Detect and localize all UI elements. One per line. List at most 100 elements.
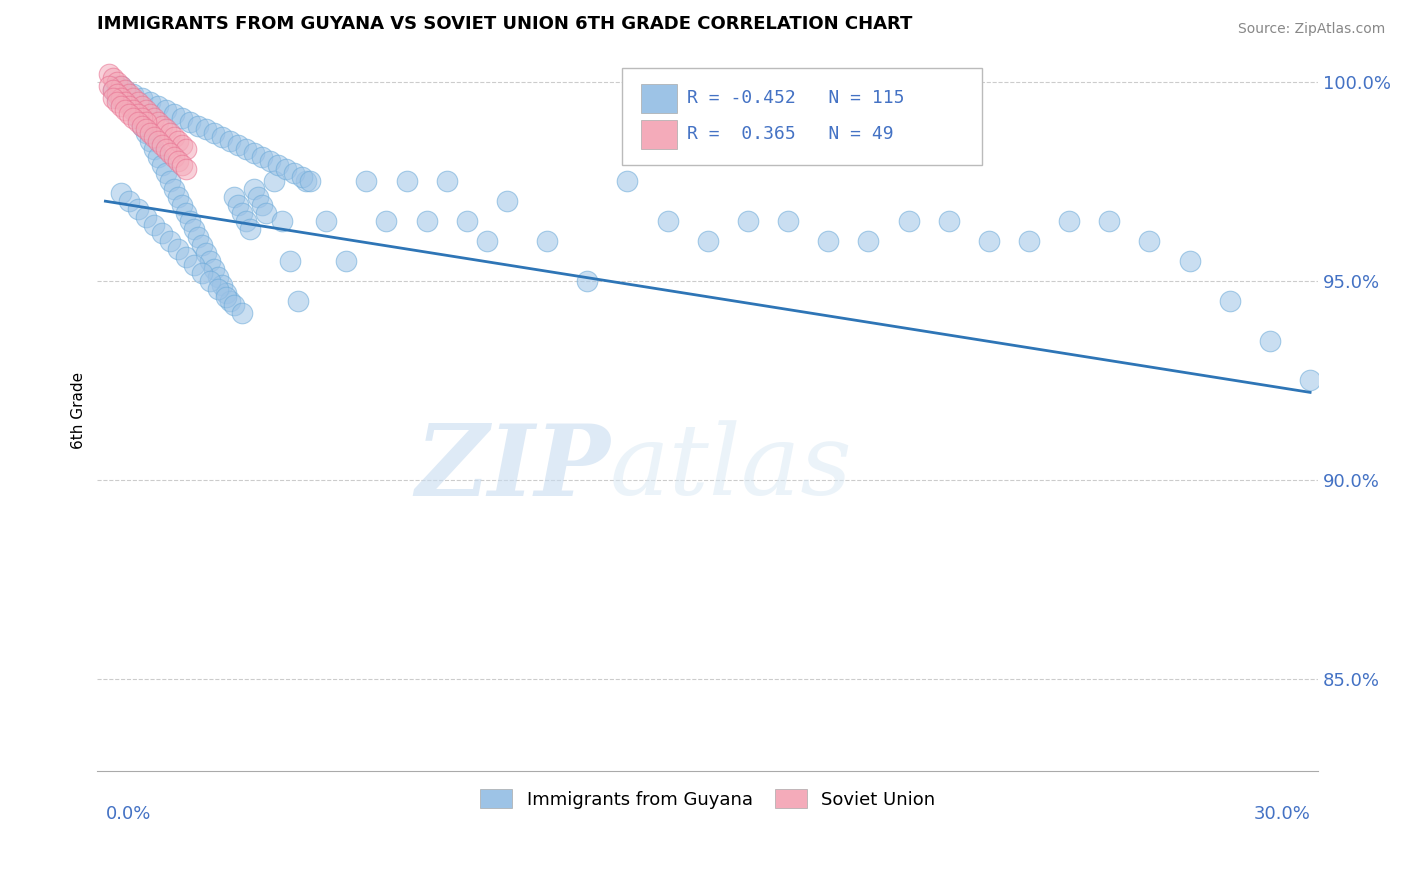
Point [166,242,188,256]
Point [159,127,181,141]
Point [858,234,880,248]
Text: R =  0.365   N = 49: R = 0.365 N = 49 [688,125,894,144]
Point [142,142,165,156]
Point [1139,234,1161,248]
Point [616,174,638,188]
Point [1219,293,1241,308]
Point [122,87,145,101]
Point [118,95,141,109]
Point [207,269,229,284]
Point [395,174,418,188]
Point [127,114,149,128]
Point [536,234,558,248]
Point [138,127,160,141]
Point [122,90,145,104]
Point [107,90,129,104]
Point [110,78,132,93]
Point [231,206,253,220]
Point [166,190,188,204]
Point [231,306,253,320]
Point [239,222,262,236]
Point [135,210,157,224]
Point [110,98,132,112]
Point [174,142,197,156]
Point [299,174,322,188]
Point [146,114,169,128]
Text: 0.0%: 0.0% [105,805,150,823]
Point [235,142,257,156]
Text: R = -0.452   N = 115: R = -0.452 N = 115 [688,89,904,107]
Point [315,214,337,228]
Point [274,162,297,177]
Point [107,95,129,109]
Point [118,87,141,101]
Point [174,206,197,220]
Point [135,114,157,128]
Point [187,119,209,133]
Point [1057,214,1080,228]
Point [155,122,177,136]
Legend: Immigrants from Guyana, Soviet Union: Immigrants from Guyana, Soviet Union [472,782,943,816]
Point [135,122,157,136]
Point [1299,373,1322,387]
Text: 30.0%: 30.0% [1253,805,1310,823]
Point [938,214,960,228]
Point [131,119,153,133]
Text: IMMIGRANTS FROM GUYANA VS SOVIET UNION 6TH GRADE CORRELATION CHART: IMMIGRANTS FROM GUYANA VS SOVIET UNION 6… [97,15,912,33]
Point [114,83,136,97]
Point [98,78,121,93]
Point [218,293,240,308]
Point [183,258,205,272]
Point [222,190,245,204]
Point [110,78,132,93]
Point [475,234,498,248]
Point [122,103,145,117]
Point [250,150,273,164]
Point [190,238,212,252]
Point [107,75,129,89]
Point [1098,214,1121,228]
Point [278,254,301,268]
Point [150,119,173,133]
Point [222,298,245,312]
Point [235,214,257,228]
Point [194,122,217,136]
Text: atlas: atlas [610,420,853,516]
Point [436,174,458,188]
Point [295,174,318,188]
Point [127,106,149,120]
Point [174,162,197,177]
Point [190,266,212,280]
Point [166,135,188,149]
Point [817,234,839,248]
Point [110,186,132,201]
Point [1258,334,1281,348]
Point [146,150,169,164]
Point [163,150,186,164]
Point [131,111,153,125]
Point [107,78,129,93]
Point [211,130,233,145]
Point [1018,234,1040,248]
FancyBboxPatch shape [623,68,983,165]
Point [103,83,125,97]
Point [98,67,121,81]
Point [215,290,238,304]
Point [127,202,149,216]
Point [170,138,193,153]
Point [170,198,193,212]
Point [215,285,238,300]
Point [166,154,188,169]
Text: Source: ZipAtlas.com: Source: ZipAtlas.com [1237,22,1385,37]
Point [657,214,679,228]
Point [202,261,225,276]
Point [218,135,240,149]
Point [150,158,173,172]
Point [1178,254,1201,268]
Point [198,254,221,268]
Point [135,127,157,141]
Point [118,106,141,120]
Point [263,174,285,188]
Point [977,234,1000,248]
Point [187,230,209,244]
